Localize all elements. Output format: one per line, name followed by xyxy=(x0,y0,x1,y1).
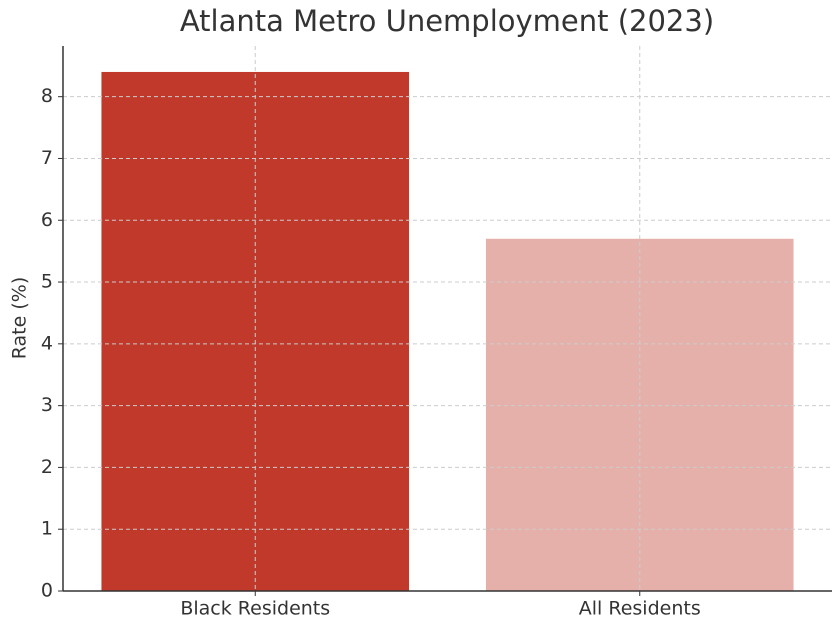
y-tick-label: 5 xyxy=(41,271,53,293)
y-tick-label: 8 xyxy=(41,85,53,107)
x-tick-label: Black Residents xyxy=(180,598,330,620)
y-tick-label: 6 xyxy=(41,209,53,231)
y-tick-label: 7 xyxy=(41,147,53,169)
y-tick-label: 4 xyxy=(41,332,53,354)
y-tick-label: 0 xyxy=(41,580,53,602)
y-axis-label: Rate (%) xyxy=(9,277,31,360)
chart-title: Atlanta Metro Unemployment (2023) xyxy=(180,4,714,38)
y-tick-label: 1 xyxy=(41,518,53,540)
x-tick-label: All Residents xyxy=(579,598,701,620)
y-tick-label: 2 xyxy=(41,456,53,478)
y-tick-label: 3 xyxy=(41,394,53,416)
bar xyxy=(101,71,410,591)
